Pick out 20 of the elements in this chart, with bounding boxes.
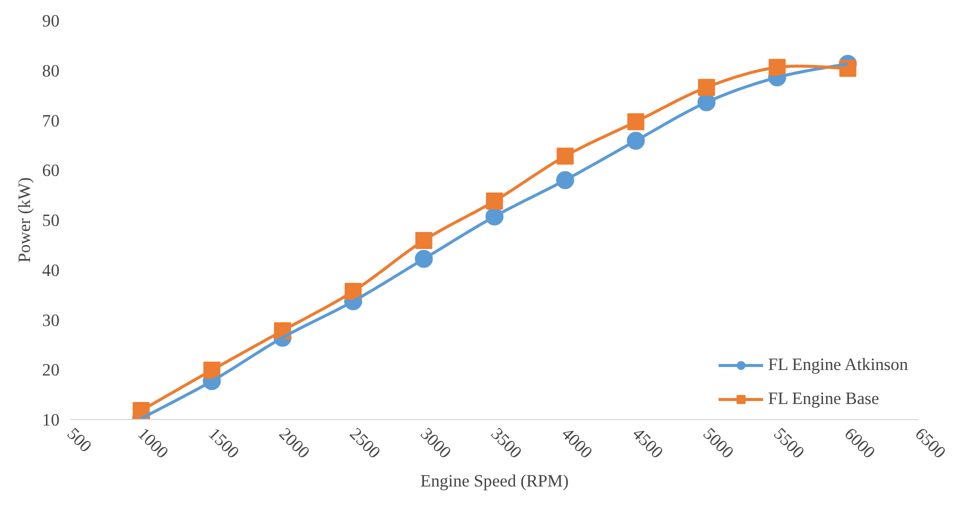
x-axis-title: Engine Speed (RPM) — [420, 471, 569, 490]
y-tick-label: 20 — [42, 360, 60, 380]
legend-label: FL Engine Base — [768, 389, 880, 409]
y-tick-label: 80 — [42, 61, 60, 80]
x-tick-label: 4500 — [628, 424, 667, 462]
x-tick-label: 1000 — [134, 424, 172, 462]
y-tick-label: 60 — [42, 161, 60, 180]
y-tick-label: 30 — [42, 310, 60, 330]
legend-label: FL Engine Atkinson — [768, 355, 908, 375]
y-tick-label: 70 — [42, 111, 60, 130]
x-tick-label: 6000 — [840, 424, 879, 462]
y-tick-label: 90 — [42, 12, 60, 30]
y-axis-title: Power (kW) — [15, 177, 34, 263]
x-tick-label: 1500 — [204, 424, 243, 462]
x-tick-label: 6500 — [911, 424, 950, 462]
x-tick-label: 4000 — [558, 424, 596, 462]
y-tick-label: 50 — [42, 211, 60, 230]
y-tick-label: 10 — [42, 410, 60, 430]
y-tick-label: 40 — [42, 260, 60, 280]
x-tick-label: 500 — [63, 424, 96, 456]
